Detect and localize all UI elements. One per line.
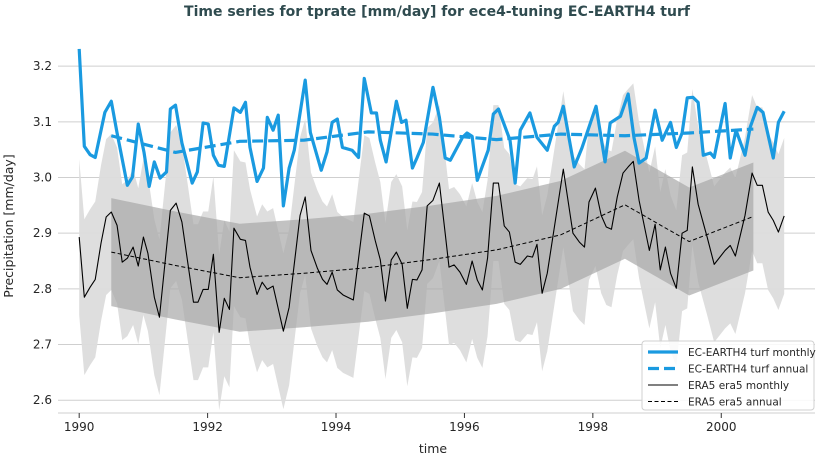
legend: EC-EARTH4 turf monthly EC-EARTH4 turf ann… <box>641 340 816 411</box>
legend-entry: EC-EARTH4 turf monthly <box>688 347 816 359</box>
series-line-0 <box>77 48 786 208</box>
series-line-1 <box>110 127 754 155</box>
y-tick-label: 2.9 <box>33 226 52 240</box>
y-axis-label: Precipitation [mm/day] <box>1 154 16 297</box>
x-tick-label: 1996 <box>449 420 480 434</box>
series-line-2 <box>78 160 785 333</box>
y-tick-label: 3.1 <box>33 115 52 129</box>
x-tick-label: 2000 <box>706 420 737 434</box>
y-tick-label: 2.6 <box>33 393 52 407</box>
legend-entry: ERA5 era5 annual <box>688 397 782 409</box>
series-lines <box>77 48 786 333</box>
x-tick-label: 1992 <box>192 420 223 434</box>
axes: 2.6 2.7 2.8 2.9 3.0 3.1 3.2 1990 1992 1994 1996 199… <box>33 59 815 434</box>
x-tick-label: 1994 <box>321 420 352 434</box>
legend-entry: EC-EARTH4 turf annual <box>688 364 808 376</box>
y-tick-label: 3.2 <box>33 59 52 73</box>
y-tick-label: 3.0 <box>33 171 52 185</box>
x-tick-label: 1990 <box>64 420 95 434</box>
chart-title: Time series for tprate [mm/day] for ece4… <box>184 4 691 20</box>
x-axis-label: time <box>419 441 448 456</box>
y-tick-label: 2.7 <box>33 338 52 352</box>
y-tick-label: 2.8 <box>33 282 52 296</box>
x-tick-label: 1998 <box>578 420 609 434</box>
legend-entry: ERA5 era5 monthly <box>688 380 789 392</box>
